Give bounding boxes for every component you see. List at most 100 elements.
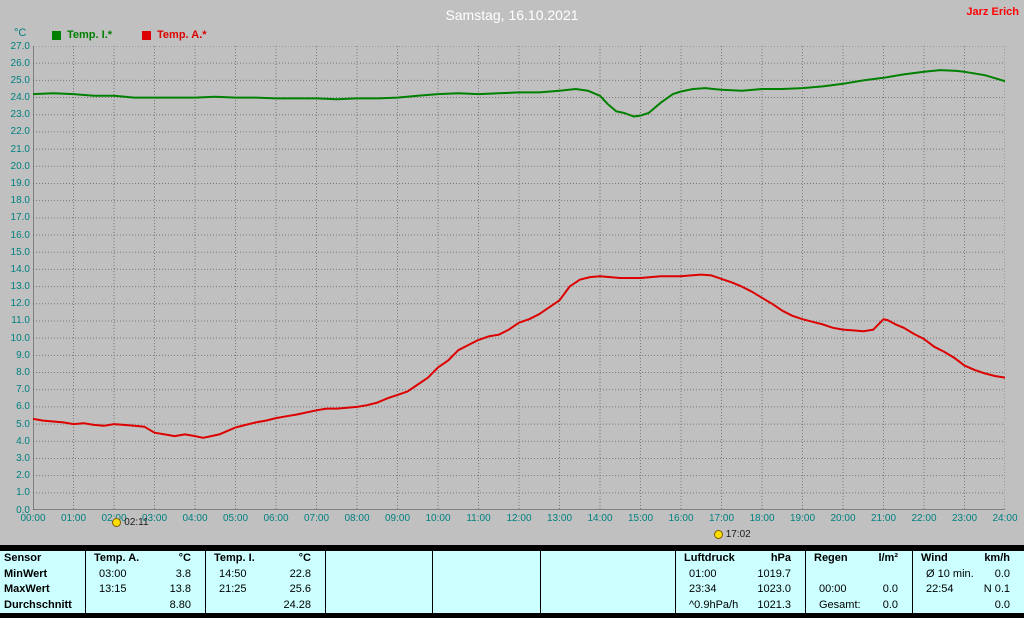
y-tick-label: 17.0 — [10, 212, 30, 224]
stat-row-label: Sensor — [4, 552, 42, 564]
x-tick-label: 04:00 — [182, 513, 208, 524]
y-tick-label: 8.0 — [16, 367, 30, 379]
stat-time — [433, 598, 446, 614]
x-axis-labels: 00:0001:0002:0003:0004:0005:0006:0007:00… — [20, 513, 1017, 527]
x-tick-label: 23:00 — [951, 513, 978, 524]
stats-label-column: Sensor MinWert MaxWert Durchschnitt — [0, 551, 85, 613]
stat-time — [326, 582, 339, 598]
y-tick-label: 9.0 — [16, 349, 30, 361]
table-row — [326, 598, 432, 614]
y-tick-label: 24.0 — [10, 92, 30, 104]
plot-area[interactable] — [33, 46, 1005, 510]
sensor-unit — [418, 551, 432, 567]
stat-value — [661, 567, 675, 583]
y-tick-label: 27.0 — [10, 40, 30, 52]
stats-column-empty — [540, 551, 675, 613]
y-tick-label: 19.0 — [10, 177, 30, 189]
table-row — [326, 567, 432, 583]
y-tick-label: 3.0 — [16, 452, 30, 464]
stat-value: 24.28 — [283, 598, 311, 611]
stat-time: Ø 10 min. — [926, 567, 974, 580]
stat-value: 0.0 — [994, 598, 1010, 611]
time-marker-label: 02:11 — [124, 517, 149, 528]
table-row: Ø 10 min. 0.0 — [913, 567, 1024, 583]
x-tick-label: 06:00 — [263, 513, 289, 524]
table-row: 01:00 1019.7 — [676, 567, 805, 583]
x-tick-label: 14:00 — [587, 513, 613, 524]
stat-time — [541, 582, 554, 598]
stat-value: N 0.1 — [983, 583, 1010, 595]
x-tick-label: 15:00 — [627, 513, 654, 524]
stat-value — [526, 598, 540, 614]
y-tick-label: 14.0 — [10, 263, 30, 275]
table-row: Temp. A. °C — [86, 551, 205, 567]
y-tick-label: 22.0 — [10, 126, 30, 138]
stat-time: 13:15 — [99, 583, 127, 595]
table-row — [806, 567, 912, 583]
stat-row-label: Durchschnitt — [4, 598, 72, 611]
y-tick-label: 5.0 — [16, 418, 30, 430]
x-tick-label: 20:00 — [830, 513, 856, 524]
temp-a-legend-label: Temp. A.* — [157, 29, 207, 41]
table-row — [433, 598, 540, 614]
y-tick-label: 6.0 — [16, 401, 30, 413]
table-row — [541, 598, 675, 614]
time-marker: 17:02 — [713, 529, 751, 540]
y-tick-label: 11.0 — [11, 315, 30, 327]
y-tick-label: 12.0 — [10, 298, 30, 310]
table-row: 22:54 N 0.1 — [913, 582, 1024, 598]
y-tick-label: 18.0 — [10, 195, 30, 207]
sensor-unit: °C — [178, 552, 191, 564]
y-tick-label: 21.0 — [10, 143, 30, 155]
y-axis-labels: 27.0 26.0 25.0 24.0 23.0 22.0 21.0 20.0 19.0 18.0… — [0, 41, 30, 516]
stats-column-empty — [432, 551, 540, 613]
y-tick-label: 10.0 — [10, 332, 30, 344]
stat-time — [433, 582, 446, 598]
stat-value: 0.0 — [882, 598, 898, 611]
stat-time: 22:54 — [926, 583, 954, 595]
sensor-name: Wind — [921, 552, 948, 564]
table-row: Luftdruck hPa — [676, 551, 805, 567]
stat-time — [433, 567, 446, 583]
table-row: 24.28 — [206, 598, 325, 614]
stat-value: 0.0 — [994, 567, 1010, 580]
x-tick-label: 19:00 — [789, 513, 816, 524]
table-row: 14:50 22.8 — [206, 567, 325, 583]
temperature-chart-svg — [33, 46, 1005, 510]
stat-value: 22.8 — [289, 567, 311, 580]
stat-time — [326, 598, 339, 614]
table-row — [433, 567, 540, 583]
y-axis-unit-label: °C — [14, 27, 27, 39]
stats-column-empty — [325, 551, 432, 613]
sensor-name: Temp. I. — [214, 552, 255, 564]
stats-column-regen: Regen l/m² 00:00 0.0 Gesamt: 0.0 — [805, 551, 912, 613]
stat-time: 23:34 — [689, 583, 717, 595]
stat-time — [541, 567, 554, 583]
stat-value: 8.80 — [169, 598, 191, 611]
x-tick-label: 13:00 — [546, 513, 573, 524]
x-tick-label: 00:00 — [20, 513, 46, 524]
time-marker-label: 17:02 — [725, 529, 751, 540]
y-tick-label: 7.0 — [16, 384, 30, 396]
x-tick-label: 07:00 — [303, 513, 330, 524]
x-tick-label: 18:00 — [749, 513, 775, 524]
stat-time: 00:00 — [819, 583, 847, 595]
stat-time: Gesamt: — [819, 598, 861, 611]
stat-value — [898, 567, 912, 583]
sensor-name — [326, 551, 334, 567]
time-marker: 02:11 — [112, 517, 149, 528]
stats-column-temp-a: Temp. A. °C 03:00 3.8 13:15 13.8 8.80 — [85, 551, 205, 613]
stat-value: 1023.0 — [757, 583, 791, 595]
temp-a-legend-swatch-icon — [142, 30, 152, 40]
sun-marker-icon — [713, 530, 723, 539]
x-tick-label: 12:00 — [506, 513, 532, 524]
sun-marker-icon — [112, 518, 122, 527]
sensor-name: Luftdruck — [684, 552, 735, 564]
stat-value — [418, 598, 432, 614]
x-tick-label: 24:00 — [992, 513, 1018, 524]
sensor-name — [433, 551, 441, 567]
x-tick-label: 11:00 — [466, 513, 491, 524]
stat-time: 01:00 — [689, 567, 717, 580]
sensor-name: Regen — [814, 552, 848, 564]
